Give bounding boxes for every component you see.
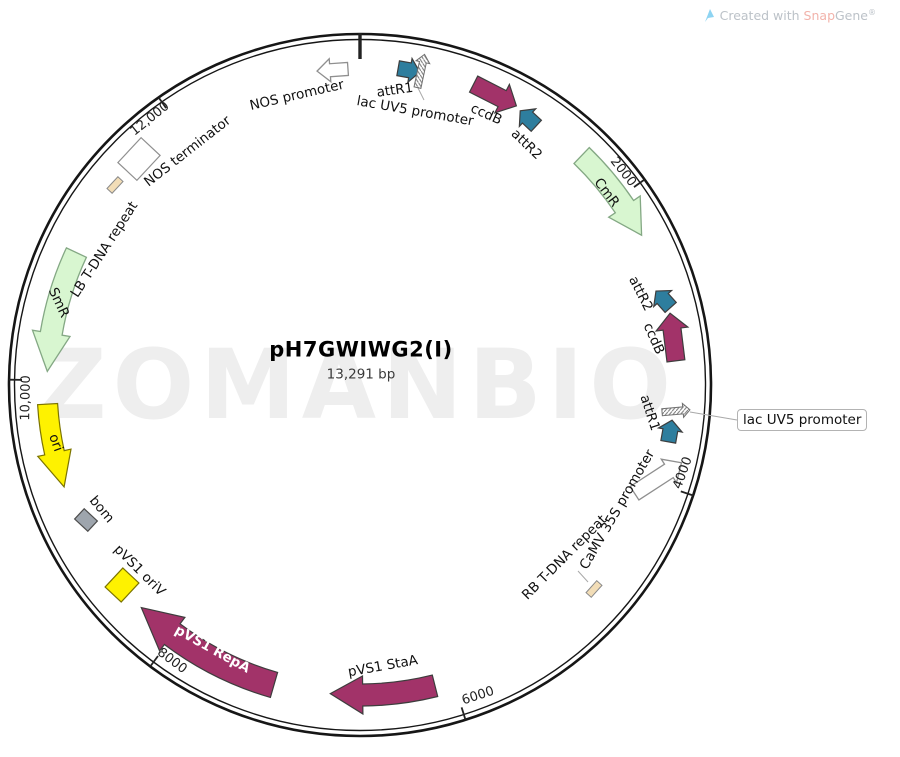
snapgene-logo-icon <box>704 8 714 22</box>
feature-arrow-attr1-top[interactable] <box>396 56 422 84</box>
tick-12000 <box>157 96 167 109</box>
leader-lacuv5-callout <box>689 411 738 421</box>
feature-arrow-ori[interactable] <box>36 402 72 489</box>
plasmid-name: pH7GWIWG2(I) <box>269 337 453 362</box>
leader-lacuv5-top <box>417 87 425 101</box>
plasmid-title-block: pH7GWIWG2(I) 13,291 bp <box>269 338 452 383</box>
feature-arrow-attr2-right[interactable] <box>647 283 680 315</box>
tick-label-10000: 10,000 <box>18 375 34 421</box>
feature-arrow-nos-promoter[interactable] <box>316 57 350 84</box>
plasmid-ring-inner <box>13 38 707 732</box>
tick-2000 <box>633 178 646 188</box>
watermark-text: ZOMANBIO <box>37 329 677 441</box>
feature-box-pvs1-oriv[interactable] <box>104 567 140 603</box>
snapgene-credit: Created with SnapGene® <box>704 8 876 23</box>
leader-rb-tdna <box>577 570 589 583</box>
feature-arrow-ccdb-top[interactable] <box>466 70 523 120</box>
credit-snap: Snap <box>803 8 835 24</box>
feature-box-lb-tdna[interactable] <box>106 176 124 194</box>
feature-arrow-attr1-right[interactable] <box>656 418 684 444</box>
plasmid-ring-outer <box>7 32 713 738</box>
feature-arrow-pvs1-staa[interactable] <box>329 674 439 716</box>
feature-arrow-ccdb-right[interactable] <box>654 311 692 363</box>
callout-lac-uv5-promoter[interactable]: lac UV5 promoter <box>737 409 868 431</box>
feature-arrow-camv-35s[interactable] <box>627 451 689 505</box>
feature-arrow-smr[interactable] <box>31 247 88 373</box>
feature-arrow-cmr[interactable] <box>573 146 643 237</box>
feature-box-bom[interactable] <box>73 507 99 533</box>
feature-arrow-attr2-top[interactable] <box>512 102 544 135</box>
plasmid-size: 13,291 bp <box>326 366 396 383</box>
tick-4000 <box>680 490 694 497</box>
credit-text: Created with SnapGene® <box>719 8 876 24</box>
tick-6000 <box>460 707 467 721</box>
feature-box-nos-terminator[interactable] <box>117 136 161 182</box>
feature-arrow-pvs1-repa[interactable] <box>140 606 279 699</box>
feature-arrow-lacuv5-right[interactable] <box>661 402 691 419</box>
feature-box-rb-tdna[interactable] <box>585 580 603 598</box>
tick-8000 <box>149 655 159 667</box>
feature-arrow-lacuv5-top[interactable] <box>411 53 432 89</box>
